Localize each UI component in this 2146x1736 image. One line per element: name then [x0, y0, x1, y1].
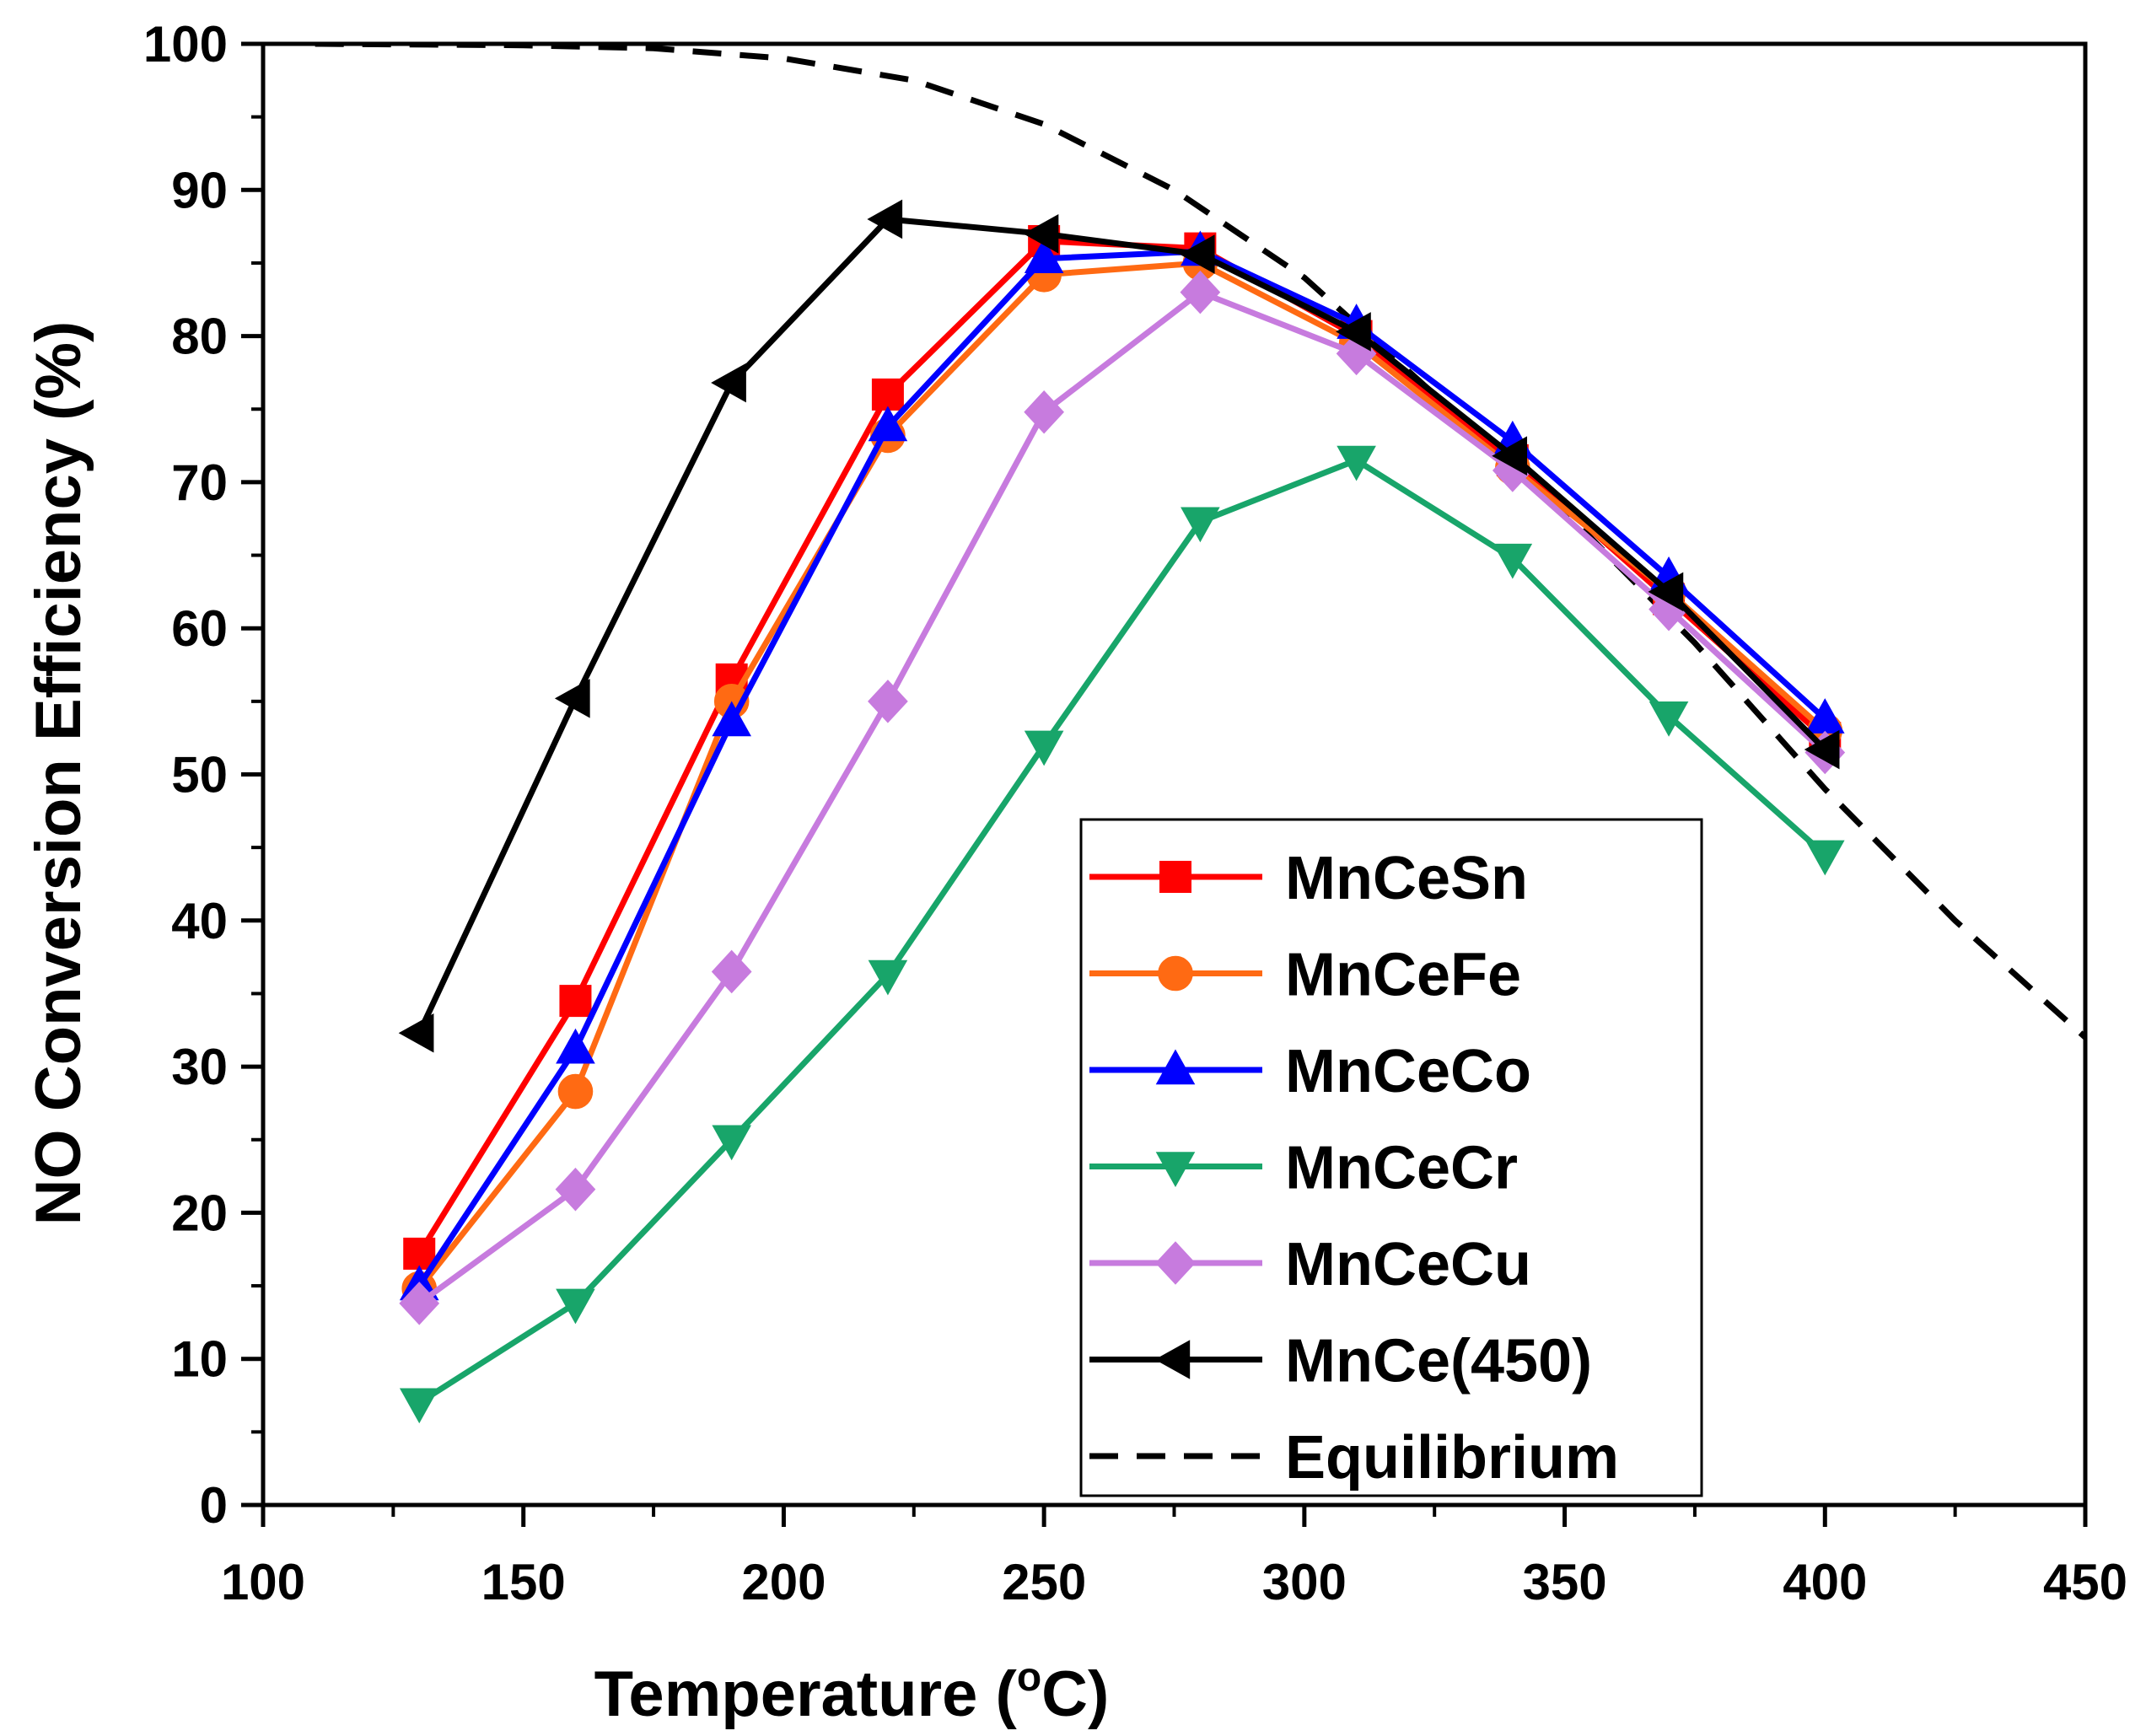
- legend-label: Equilibrium: [1285, 1424, 1619, 1491]
- legend-marker: [1159, 861, 1191, 893]
- x-tick-label: 200: [741, 1554, 826, 1610]
- data-point: [871, 378, 904, 411]
- data-point: [557, 1073, 594, 1110]
- data-point: [1337, 445, 1376, 481]
- x-tick-label: 150: [481, 1554, 566, 1610]
- x-tick-label: 350: [1523, 1554, 1607, 1610]
- x-tick-label: 250: [1002, 1554, 1086, 1610]
- data-point: [1648, 572, 1684, 612]
- series-mncecr: [399, 445, 1845, 1424]
- data-point: [399, 1282, 440, 1325]
- data-point: [867, 199, 903, 239]
- series-line: [417, 260, 1827, 1291]
- data-point: [1492, 436, 1528, 476]
- axes: 100 150 200 250 300 350 400 450 0 10 20 30 40 50 60 70 8…: [143, 16, 2127, 1610]
- data-point: [554, 679, 590, 718]
- x-axis-title-superscript: o: [1017, 1655, 1041, 1700]
- legend-item: MnCe(450): [1089, 1328, 1592, 1395]
- legend-label: MnCeCu: [1285, 1231, 1531, 1298]
- data-point: [555, 1167, 596, 1212]
- data-point: [1181, 507, 1220, 543]
- plot-area: [315, 44, 2085, 1424]
- y-tick-label: 100: [143, 16, 228, 73]
- equilibrium-line: [315, 44, 2085, 1040]
- legend-item: MnCeCu: [1089, 1231, 1531, 1298]
- y-tick-label: 10: [171, 1331, 228, 1388]
- x-tick-label: 400: [1783, 1554, 1867, 1610]
- legend-item: MnCeSn: [1089, 845, 1528, 912]
- y-tick-label: 50: [171, 747, 228, 804]
- legend-label: MnCeFe: [1285, 942, 1521, 1009]
- legend-item: Equilibrium: [1089, 1424, 1619, 1491]
- x-tick-label: 100: [221, 1554, 305, 1610]
- y-tick-label: 20: [171, 1185, 228, 1241]
- data-point: [1493, 543, 1533, 579]
- data-point: [1024, 390, 1065, 434]
- data-point: [712, 701, 751, 737]
- x-axis-title: Temperature (oC): [594, 1655, 1110, 1730]
- legend-label: MnCeCo: [1285, 1038, 1531, 1105]
- y-tick-label: 40: [171, 893, 228, 949]
- legend-label: MnCeSn: [1285, 845, 1528, 912]
- series-line: [417, 216, 1827, 1035]
- y-tick-label: 60: [171, 600, 228, 657]
- series-mnce-450-: [398, 199, 1840, 1053]
- data-point: [556, 1288, 595, 1325]
- y-tick-label: 90: [171, 162, 228, 218]
- data-point: [1024, 238, 1064, 273]
- legend-label: MnCeCr: [1285, 1135, 1518, 1202]
- series-line: [417, 457, 1827, 1405]
- y-tick-label: 0: [200, 1477, 228, 1534]
- data-point: [1180, 270, 1221, 314]
- x-tick-label: 300: [1262, 1554, 1347, 1610]
- data-point: [1648, 701, 1689, 737]
- data-point: [1179, 234, 1215, 274]
- data-point: [711, 949, 752, 994]
- y-tick-label: 70: [171, 454, 228, 511]
- data-point: [868, 406, 908, 442]
- data-point: [868, 959, 908, 996]
- data-point: [559, 985, 592, 1018]
- x-axis-title-unit: C): [1041, 1658, 1109, 1730]
- data-point: [556, 1028, 595, 1064]
- legend-item: MnCeFe: [1089, 942, 1521, 1009]
- data-point: [399, 1388, 439, 1424]
- data-point: [403, 1237, 436, 1270]
- legend-item: MnCeCo: [1089, 1038, 1531, 1105]
- legend-label: MnCe(450): [1285, 1328, 1592, 1395]
- series-line: [417, 248, 1827, 1287]
- legend-marker: [1155, 1049, 1196, 1085]
- legend-marker: [1158, 955, 1193, 992]
- legend-marker: [1155, 1241, 1196, 1285]
- data-point: [1804, 729, 1840, 770]
- data-point: [712, 1125, 751, 1161]
- y-tick-label: 30: [171, 1039, 228, 1095]
- x-tick-label: 450: [2043, 1554, 2127, 1610]
- data-point: [398, 1013, 434, 1053]
- data-point: [1804, 840, 1845, 876]
- legend-item: MnCeCr: [1089, 1135, 1518, 1202]
- data-point: [1336, 312, 1371, 352]
- x-axis-title-text: Temperature (: [594, 1658, 1018, 1730]
- y-tick-label: 80: [171, 309, 228, 365]
- legend-marker: [1154, 1340, 1191, 1379]
- data-point: [868, 680, 908, 723]
- y-axis-title: NO Conversion Efficiency (%): [23, 321, 94, 1226]
- series-mncecu: [399, 270, 1846, 1325]
- data-point: [1023, 213, 1059, 254]
- legend: MnCeSn MnCeFe MnCeCo MnCeCr MnCeCu MnCe(450) E…: [1079, 818, 1703, 1497]
- legend-marker: [1155, 1152, 1196, 1188]
- data-point: [711, 363, 746, 403]
- data-point: [1024, 730, 1064, 766]
- series-line: [417, 289, 1827, 1306]
